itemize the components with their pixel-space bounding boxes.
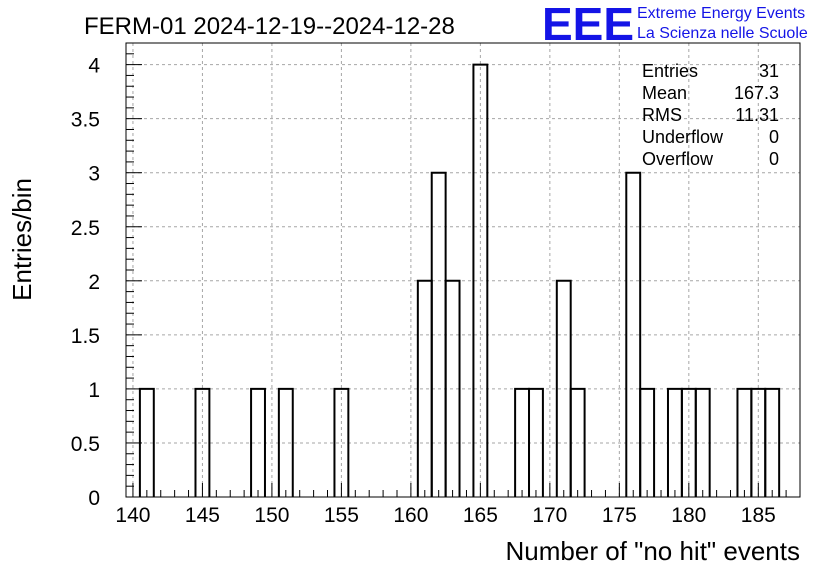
stat-value: 167.3: [734, 83, 779, 103]
y-tick-label: 0.5: [71, 433, 100, 456]
y-tick-label: 0: [88, 487, 100, 510]
histogram-bar: [528, 387, 544, 497]
x-axis-label: Number of "no hit" events: [506, 536, 801, 566]
x-tick-label: 185: [741, 504, 776, 527]
logo-line-1: Extreme Energy Events: [637, 5, 805, 22]
stat-label: Mean: [642, 83, 687, 103]
x-tick-label: 155: [324, 504, 359, 527]
histogram-bar: [333, 387, 350, 497]
y-tick-label: 1: [88, 379, 100, 402]
histogram-bar: [444, 279, 461, 497]
histogram-bar: [639, 387, 656, 497]
histogram-bars: [138, 63, 781, 497]
y-tick-label: 2: [88, 271, 100, 294]
stats-box: Entries 31 Mean 167.3 RMS 11.31 Underflow 0 Over…: [642, 61, 779, 169]
stat-label: Entries: [642, 61, 698, 81]
y-tick-label: 2.5: [71, 217, 100, 240]
histogram-bar: [625, 171, 642, 497]
histogram-bar: [472, 63, 489, 497]
stat-value: 0: [769, 149, 779, 169]
y-tick-label: 3.5: [71, 109, 100, 132]
stat-label: Overflow: [642, 149, 714, 169]
x-tick-label: 165: [463, 504, 498, 527]
y-tick-label: 4: [88, 55, 100, 78]
x-tick-label: 170: [532, 504, 567, 527]
histogram-bar: [250, 387, 266, 497]
histogram-bar: [277, 387, 294, 497]
eee-logo: EEE Extreme Energy Events La Scienza nel…: [542, 0, 808, 50]
stat-value: 0: [769, 127, 779, 147]
x-tick-label: 160: [393, 504, 428, 527]
x-tick-label: 150: [254, 504, 289, 527]
x-tick-label: 140: [115, 504, 150, 527]
stat-value: 11.31: [735, 105, 779, 125]
histogram-bar: [764, 387, 781, 497]
y-axis-ticks: 0 0.5 1 1.5 2 2.5 3 3.5 4: [71, 53, 142, 510]
histogram-bar: [694, 387, 711, 497]
histogram-bar: [194, 387, 211, 497]
eee-logo-mark: EEE: [542, 0, 634, 50]
chart-title: FERM-01 2024-12-19--2024-12-28: [84, 13, 455, 40]
y-tick-label: 3: [88, 163, 100, 186]
x-tick-label: 180: [671, 504, 706, 527]
x-tick-label: 145: [185, 504, 220, 527]
y-axis-label: Entries/bin: [7, 178, 37, 301]
x-axis-ticks: 140 145 150 155 160 165 170 175 180 185: [115, 483, 801, 527]
histogram-bar: [569, 387, 586, 497]
logo-line-2: La Scienza nelle Scuole: [637, 25, 808, 42]
x-tick-label: 175: [602, 504, 637, 527]
stat-label: RMS: [642, 105, 682, 125]
stat-label: Underflow: [642, 127, 724, 147]
y-tick-label: 1.5: [71, 325, 100, 348]
stat-value: 31: [759, 61, 779, 81]
